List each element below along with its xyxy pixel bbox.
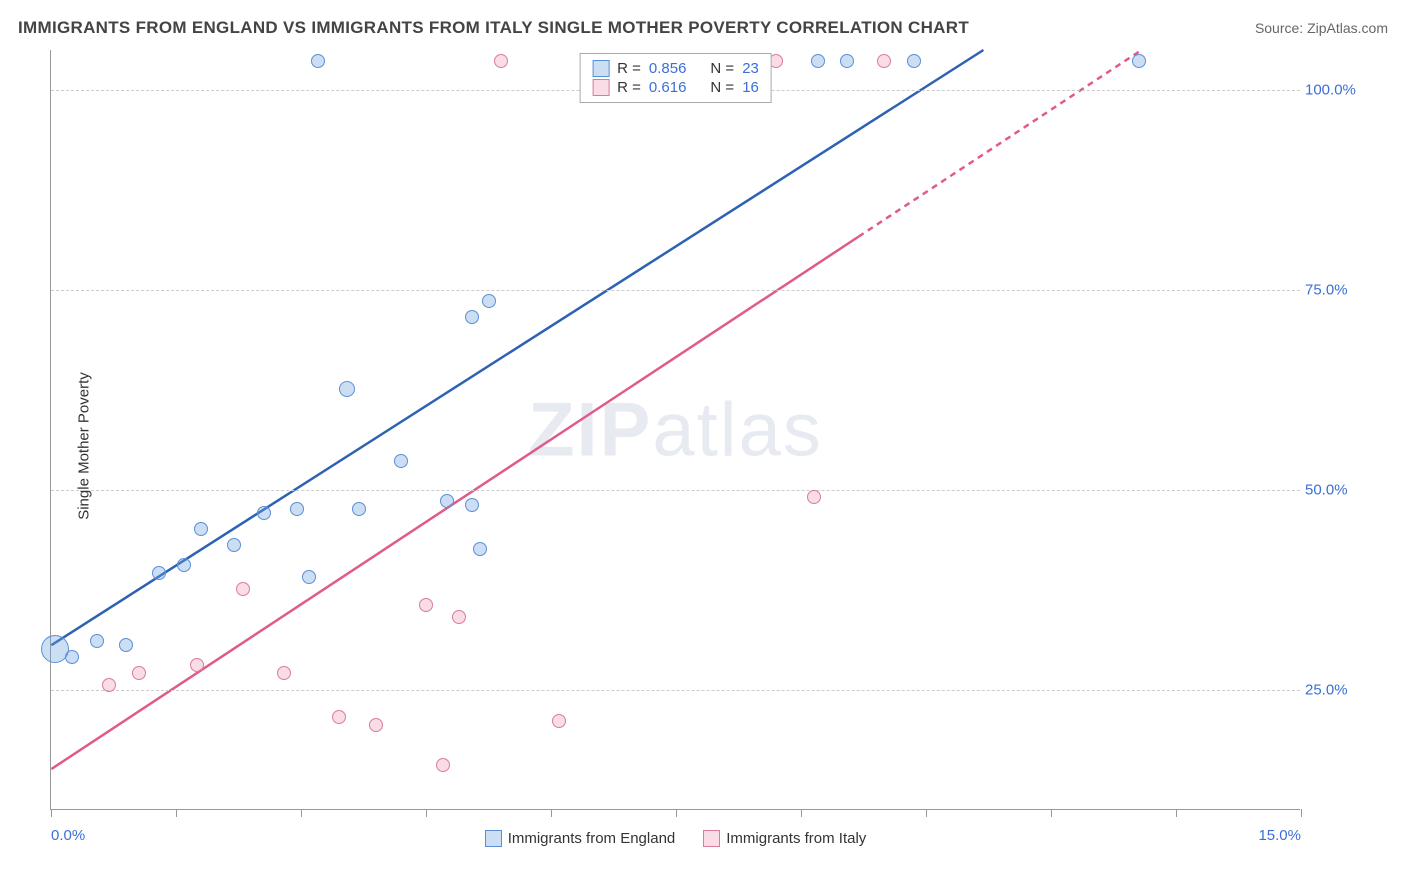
scatter-point-italy xyxy=(102,678,116,692)
chart-header: IMMIGRANTS FROM ENGLAND VS IMMIGRANTS FR… xyxy=(18,18,1388,38)
scatter-point-italy xyxy=(236,582,250,596)
scatter-point-italy xyxy=(277,666,291,680)
n-value-italy: 16 xyxy=(742,79,759,96)
gridline xyxy=(51,690,1300,691)
legend-item-england: Immigrants from England xyxy=(485,830,676,847)
scatter-point-england xyxy=(290,502,304,516)
r-value-england: 0.856 xyxy=(649,60,687,77)
y-tick-label: 50.0% xyxy=(1305,482,1365,499)
scatter-point-england xyxy=(394,454,408,468)
scatter-point-italy xyxy=(552,714,566,728)
chart-source: Source: ZipAtlas.com xyxy=(1255,20,1388,36)
y-tick-label: 25.0% xyxy=(1305,682,1365,699)
x-tick xyxy=(926,809,927,817)
scatter-point-england xyxy=(119,638,133,652)
gridline xyxy=(51,490,1300,491)
scatter-point-italy xyxy=(190,658,204,672)
chart-title: IMMIGRANTS FROM ENGLAND VS IMMIGRANTS FR… xyxy=(18,18,969,38)
y-tick-label: 100.0% xyxy=(1305,82,1365,99)
series-legend: Immigrants from England Immigrants from … xyxy=(51,830,1300,847)
x-tick xyxy=(1301,809,1302,817)
x-tick-label: 0.0% xyxy=(51,827,85,844)
correlation-legend: R = 0.856 N = 23 R = 0.616 N = 16 xyxy=(579,53,772,103)
scatter-point-italy xyxy=(452,610,466,624)
scatter-point-italy xyxy=(332,710,346,724)
swatch-england-icon xyxy=(592,60,609,77)
scatter-point-england xyxy=(465,498,479,512)
scatter-point-england xyxy=(194,522,208,536)
n-value-england: 23 xyxy=(742,60,759,77)
y-tick-label: 75.0% xyxy=(1305,282,1365,299)
scatter-point-italy xyxy=(494,54,508,68)
scatter-point-england xyxy=(227,538,241,552)
scatter-point-england xyxy=(302,570,316,584)
swatch-italy-icon xyxy=(592,79,609,96)
scatter-point-england xyxy=(311,54,325,68)
x-tick xyxy=(426,809,427,817)
scatter-point-england xyxy=(352,502,366,516)
scatter-point-italy xyxy=(436,758,450,772)
scatter-point-england xyxy=(840,54,854,68)
scatter-point-england xyxy=(482,294,496,308)
legend-item-italy: Immigrants from Italy xyxy=(703,830,866,847)
x-tick xyxy=(676,809,677,817)
scatter-point-england xyxy=(473,542,487,556)
scatter-point-england xyxy=(339,381,355,397)
scatter-point-italy xyxy=(132,666,146,680)
scatter-point-england xyxy=(90,634,104,648)
chart-plot-area: ZIPatlas R = 0.856 N = 23 R = 0.616 N = … xyxy=(50,50,1300,810)
r-value-italy: 0.616 xyxy=(649,79,687,96)
x-tick xyxy=(301,809,302,817)
x-tick xyxy=(801,809,802,817)
scatter-point-england xyxy=(177,558,191,572)
scatter-point-italy xyxy=(877,54,891,68)
scatter-point-england xyxy=(152,566,166,580)
x-tick xyxy=(1051,809,1052,817)
legend-row-england: R = 0.856 N = 23 xyxy=(592,60,759,77)
scatter-point-england xyxy=(257,506,271,520)
x-tick-label: 15.0% xyxy=(1258,827,1301,844)
x-tick xyxy=(176,809,177,817)
scatter-point-italy xyxy=(807,490,821,504)
scatter-point-england xyxy=(811,54,825,68)
legend-label-italy: Immigrants from Italy xyxy=(726,830,866,847)
scatter-point-england xyxy=(907,54,921,68)
x-tick xyxy=(551,809,552,817)
scatter-point-italy xyxy=(369,718,383,732)
watermark: ZIPatlas xyxy=(528,386,823,473)
legend-row-italy: R = 0.616 N = 16 xyxy=(592,79,759,96)
scatter-point-england xyxy=(440,494,454,508)
x-tick xyxy=(51,809,52,817)
swatch-italy-icon xyxy=(703,830,720,847)
gridline xyxy=(51,290,1300,291)
scatter-point-england xyxy=(465,310,479,324)
scatter-point-england xyxy=(1132,54,1146,68)
swatch-england-icon xyxy=(485,830,502,847)
legend-label-england: Immigrants from England xyxy=(508,830,676,847)
scatter-point-england xyxy=(65,650,79,664)
x-tick xyxy=(1176,809,1177,817)
scatter-point-italy xyxy=(419,598,433,612)
trend-lines xyxy=(51,50,1300,809)
